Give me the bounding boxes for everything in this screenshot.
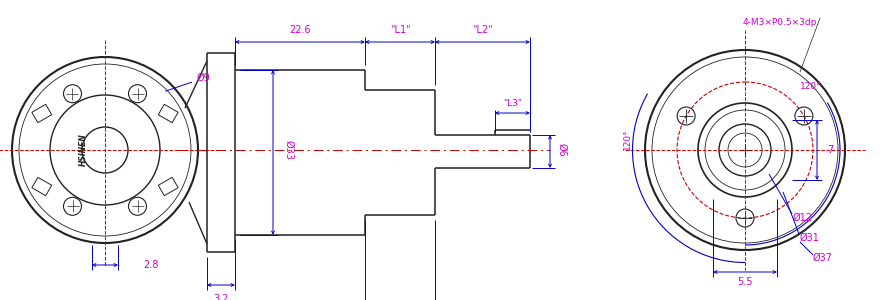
- Text: 120°: 120°: [622, 128, 632, 150]
- Text: "L1": "L1": [390, 25, 410, 35]
- Text: Ø37: Ø37: [813, 253, 833, 263]
- Text: Ø9: Ø9: [165, 73, 210, 91]
- Text: "L2": "L2": [473, 25, 493, 35]
- Text: Ø31: Ø31: [800, 233, 820, 243]
- Text: HSINEN: HSINEN: [78, 134, 87, 166]
- Text: 5.5: 5.5: [737, 277, 752, 287]
- Text: "L3": "L3": [503, 98, 522, 107]
- Text: Ø12: Ø12: [793, 213, 813, 223]
- Text: Ø6: Ø6: [557, 143, 567, 157]
- Text: 3.2: 3.2: [213, 294, 229, 300]
- Text: 22.6: 22.6: [290, 25, 311, 35]
- Text: Ø33: Ø33: [284, 140, 294, 160]
- Bar: [158, 177, 178, 196]
- Text: 2.8: 2.8: [143, 260, 158, 270]
- Bar: [32, 177, 52, 196]
- Text: 7: 7: [827, 145, 833, 155]
- Text: 120°: 120°: [800, 82, 822, 91]
- Text: 4-M3×P0.5×3dp.: 4-M3×P0.5×3dp.: [743, 18, 820, 27]
- Bar: [32, 104, 52, 123]
- Bar: [158, 104, 178, 123]
